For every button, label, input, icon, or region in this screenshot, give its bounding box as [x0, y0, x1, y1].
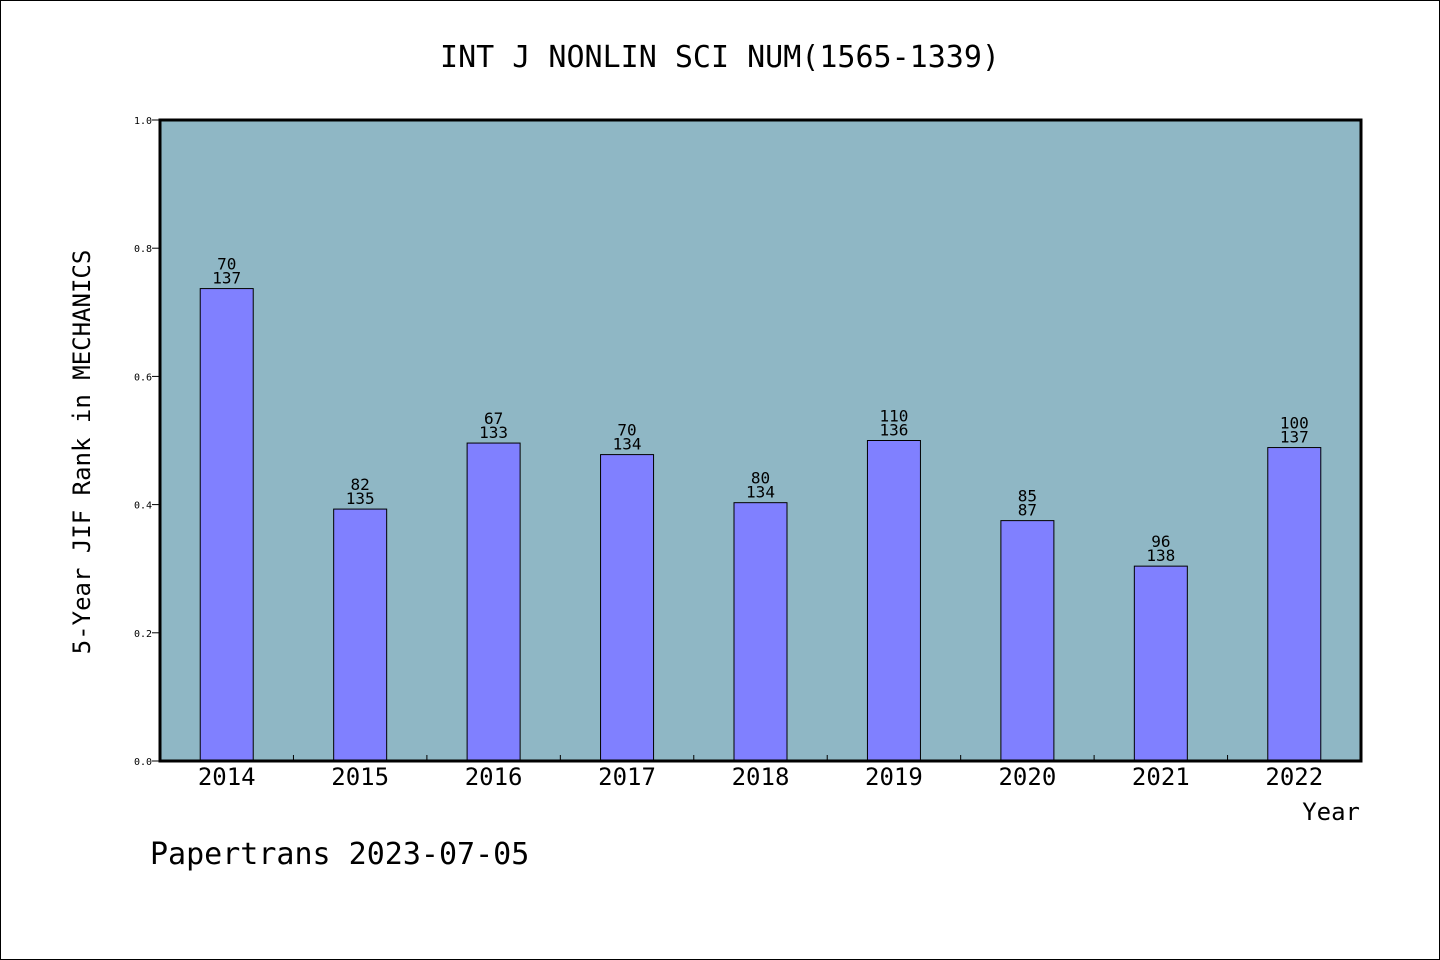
- bar-2020: [1000, 520, 1055, 762]
- bar-2022: [1267, 447, 1322, 762]
- x-axis-label: Year: [1302, 798, 1360, 826]
- bar-label-rank: 96: [1151, 532, 1170, 551]
- bar-label-rank: 110: [879, 407, 908, 426]
- y-tick-label: 0.8: [134, 244, 152, 255]
- bar-2015: [333, 508, 388, 762]
- bar-label-rank: 100: [1280, 414, 1309, 433]
- bar-label-total: 136: [879, 421, 908, 440]
- bar-label-rank: 85: [1018, 487, 1037, 506]
- x-tick-label: 2015: [331, 763, 389, 791]
- bar-2016: [466, 442, 521, 762]
- y-axis-label: 5-Year JIF Rank in MECHANICS: [68, 250, 96, 655]
- bar-label-rank: 70: [617, 421, 636, 440]
- x-tick-label: 2022: [1265, 763, 1323, 791]
- x-tick-label: 2019: [865, 763, 923, 791]
- bar-2017: [600, 454, 655, 762]
- x-tick-label: 2021: [1132, 763, 1190, 791]
- bar-label-total: 137: [212, 269, 241, 288]
- bar-label-total: 135: [346, 489, 375, 508]
- bar-label-rank: 82: [351, 475, 370, 494]
- y-tick-label: 0.6: [134, 372, 152, 383]
- bar-2021: [1133, 565, 1188, 762]
- bar-label-total: 134: [746, 483, 775, 502]
- bar-2018: [733, 502, 788, 762]
- x-tick-label: 2014: [198, 763, 256, 791]
- bar-label-total: 137: [1280, 428, 1309, 447]
- x-tick-label: 2016: [465, 763, 523, 791]
- bar-label-total: 134: [613, 435, 642, 454]
- y-tick-label: 0.2: [134, 629, 152, 640]
- chart-title: INT J NONLIN SCI NUM(1565-1339): [440, 40, 1000, 75]
- bar-label-total: 87: [1018, 501, 1037, 520]
- y-axis: 0.0 0.2 0.4 0.6 0.8 1.0: [134, 116, 160, 768]
- x-tick-label: 2017: [598, 763, 656, 791]
- x-tick-label: 2020: [998, 763, 1056, 791]
- bar-label-rank: 80: [751, 469, 770, 488]
- bar-label-total: 133: [479, 423, 508, 442]
- x-axis: 2014 2015 2016 2017 2018 2019 2020 2021 2022: [198, 755, 1323, 791]
- bar-label-total: 138: [1146, 546, 1175, 565]
- y-tick-label: 0.0: [134, 757, 152, 768]
- y-tick-label: 1.0: [134, 116, 152, 127]
- x-tick-label: 2018: [732, 763, 790, 791]
- plot-border: [158, 118, 1363, 763]
- bar-label-rank: 67: [484, 409, 503, 428]
- bar-label-rank: 70: [217, 255, 236, 274]
- y-tick-label: 0.4: [134, 501, 152, 512]
- bar-2014: [199, 288, 254, 762]
- bars: [199, 288, 1322, 762]
- bar-2019: [866, 440, 921, 762]
- footer-text: Papertrans 2023-07-05: [150, 837, 529, 872]
